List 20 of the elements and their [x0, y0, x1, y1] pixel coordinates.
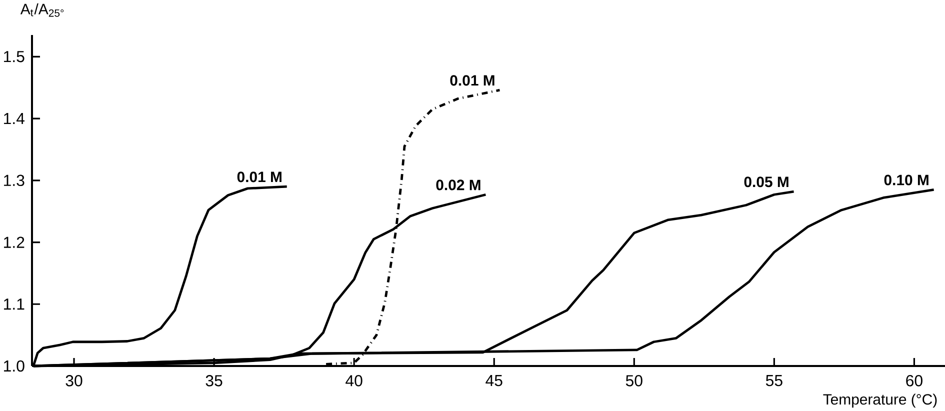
y-tick-label: 1.5 [4, 51, 24, 62]
x-tick-label: 35 [206, 375, 222, 386]
y-tick-label: 1.4 [4, 113, 24, 124]
y-axis-title: A$_{t}$/A$_{25°}$ [20, 3, 64, 17]
series-label: 0.02 M [436, 180, 480, 190]
y-tick-label: 1.0 [4, 360, 24, 372]
series-label: 0.05 M [744, 176, 788, 188]
series-label: 0.10 M [884, 174, 928, 186]
y-tick-label: 1.2 [4, 236, 24, 248]
y-tick-label: 1.3 [4, 174, 24, 186]
y-tick-label: 1.1 [4, 298, 24, 310]
series-label: 0.01 M [237, 172, 282, 182]
x-tick-label: 50 [626, 375, 642, 386]
x-tick-label: 40 [346, 375, 362, 386]
series-label: 0.01 M [450, 75, 494, 86]
x-tick-label: 30 [66, 375, 82, 386]
x-tick-label: 45 [486, 375, 502, 386]
x-tick-label: 55 [766, 375, 782, 386]
x-tick-label: 60 [906, 375, 922, 386]
x-axis-title: Temperature (°C) [823, 394, 937, 408]
